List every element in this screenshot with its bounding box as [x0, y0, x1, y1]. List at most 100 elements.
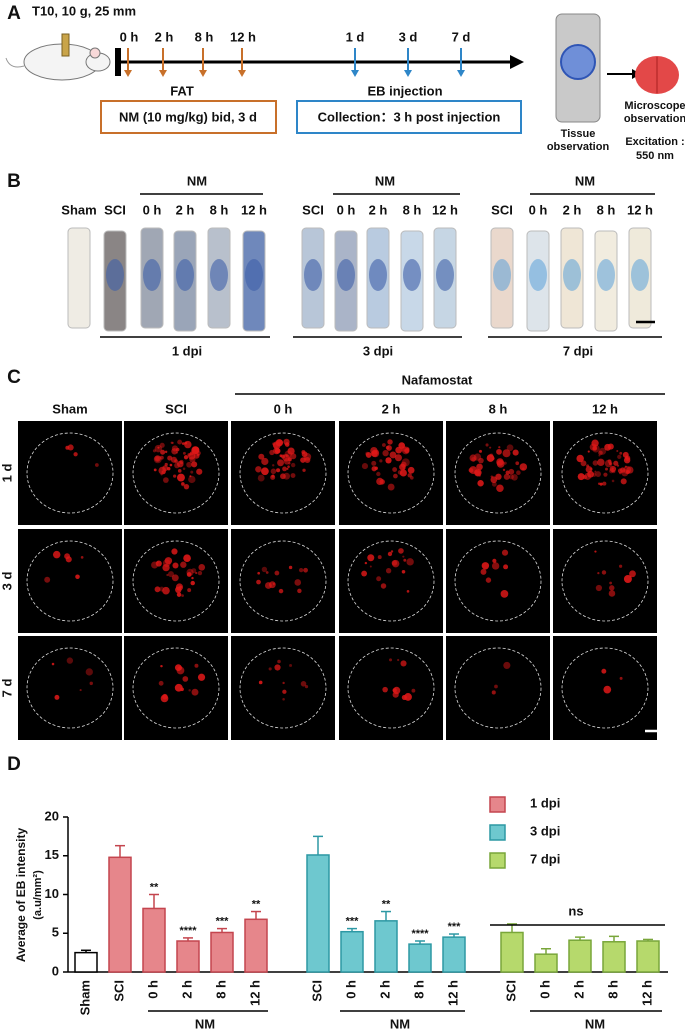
- eb-signal: [280, 473, 286, 480]
- eb-signal: [157, 446, 160, 449]
- sample-label: 2 h: [369, 202, 388, 217]
- eb-signal: [255, 466, 262, 473]
- eb-signal: [287, 447, 295, 455]
- eb-signal: [404, 693, 412, 701]
- eb-signal: [587, 450, 590, 453]
- eb-signal: [283, 438, 290, 445]
- group-footer: 7 dpi: [563, 343, 593, 358]
- section-outline: [561, 647, 649, 729]
- eb-signal: [300, 681, 307, 687]
- eb-signal: [177, 473, 185, 482]
- x-tick-label: 2 h: [377, 980, 392, 999]
- eb-signal: [257, 571, 261, 575]
- time-arrow-head: [404, 70, 412, 77]
- eb-signal: [182, 676, 189, 682]
- eb-signal: [272, 464, 275, 467]
- eb-signal: [54, 694, 60, 700]
- eb-signal: [171, 448, 178, 455]
- sample-label: Sham: [61, 202, 96, 217]
- eb-signal: [490, 476, 498, 484]
- eb-signal: [580, 460, 587, 467]
- column-label: 2 h: [382, 401, 401, 416]
- eb-signal: [468, 467, 474, 473]
- eb-signal: [395, 446, 403, 454]
- eb-signal: [601, 570, 607, 575]
- section-image: [446, 529, 550, 633]
- eb-signal: [585, 466, 593, 473]
- section-outline: [132, 540, 220, 622]
- eb-signal: [498, 446, 501, 449]
- eb-signal: [282, 681, 285, 685]
- eb-signal: [591, 439, 599, 447]
- collection-box: [296, 100, 522, 134]
- group-footer: 3 dpi: [363, 343, 393, 358]
- eb-signal: [257, 474, 265, 482]
- eb-signal: [183, 455, 189, 460]
- eb-signal: [182, 451, 186, 455]
- group-label: NM: [195, 1016, 215, 1031]
- panel-label: D: [7, 754, 21, 775]
- eb-signal: [303, 567, 308, 573]
- eb-signal: [390, 550, 394, 553]
- eb-signal: [160, 449, 166, 455]
- eb-signal: [153, 455, 162, 464]
- group-label: NM: [585, 1016, 605, 1031]
- eb-signal: [261, 457, 269, 466]
- microscope-text: Microscope: [624, 100, 685, 112]
- eb-signal: [481, 562, 490, 570]
- eb-signal: [391, 559, 400, 568]
- x-tick-label: 12 h: [445, 980, 460, 1006]
- bar: [408, 943, 432, 973]
- significance-label: **: [150, 881, 159, 893]
- section-image: [18, 421, 122, 525]
- eb-signal: [162, 586, 170, 595]
- eb-signal: [181, 481, 185, 486]
- eb-signal: [380, 583, 387, 589]
- eb-signal: [189, 451, 194, 456]
- eb-signal: [66, 657, 74, 664]
- eb-signal: [271, 474, 275, 478]
- eb-signal: [393, 473, 398, 479]
- eb-signal: [171, 441, 174, 445]
- eb-signal: [189, 475, 192, 478]
- sample-label: 8 h: [597, 202, 616, 217]
- time-point: 8 h: [195, 29, 214, 44]
- eb-stain: [436, 259, 454, 291]
- eb-signal: [197, 673, 206, 681]
- section-outline: [26, 647, 114, 729]
- sample-label: 12 h: [241, 202, 267, 217]
- eb-signal: [592, 446, 598, 451]
- eb-signal: [595, 584, 603, 592]
- eb-signal: [269, 449, 275, 456]
- eb-signal: [503, 564, 509, 570]
- eb-signal: [381, 443, 386, 447]
- eb-signal: [159, 455, 164, 460]
- eb-label: EB injection: [367, 83, 442, 98]
- x-tick-label: 12 h: [247, 980, 262, 1006]
- eb-signal: [494, 684, 498, 689]
- eb-signal: [500, 590, 509, 598]
- treatment-text: NM (10 mg/kg) bid, 3 d: [119, 109, 257, 124]
- eb-signal: [89, 681, 93, 686]
- eb-signal: [275, 438, 283, 447]
- eb-signal: [272, 442, 276, 446]
- eb-signal: [289, 663, 293, 667]
- time-point: 7 d: [452, 29, 471, 44]
- eb-signal: [594, 470, 597, 473]
- eb-signal: [258, 680, 263, 685]
- x-tick-label: SCI: [503, 980, 518, 1002]
- bar: [534, 953, 558, 973]
- panel-label: C: [7, 367, 21, 388]
- eb-signal: [376, 471, 381, 477]
- eb-stain: [106, 259, 124, 291]
- eb-signal: [198, 564, 206, 571]
- eb-signal: [162, 465, 169, 472]
- eb-signal: [177, 439, 183, 445]
- group-label: NM: [390, 1016, 410, 1031]
- eb-signal: [619, 676, 623, 680]
- eb-signal: [598, 450, 603, 456]
- eb-signal: [174, 683, 183, 692]
- eb-signal: [597, 482, 601, 485]
- x-tick-label: 2 h: [571, 980, 586, 999]
- eb-signal: [290, 462, 296, 468]
